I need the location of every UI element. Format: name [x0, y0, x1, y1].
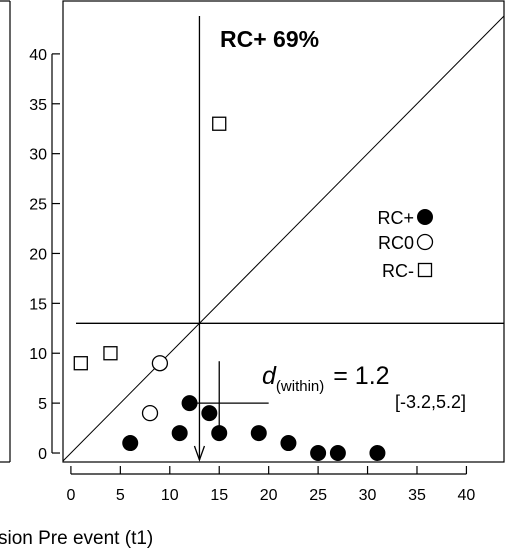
data-point-rcplus [369, 445, 386, 462]
effect-size-d-symbol: d [262, 362, 277, 390]
y-tick-label: 15 [29, 296, 47, 313]
x-tick-label: 35 [408, 487, 426, 504]
y-tick-label: 40 [29, 47, 47, 64]
chart-title: RC+ 69% [220, 26, 319, 52]
data-point-rcplus [329, 445, 346, 462]
legend-marker [417, 209, 433, 225]
y-tick-label: 35 [29, 97, 47, 114]
x-tick-label: 40 [458, 487, 476, 504]
legend-label: RC+ [377, 208, 414, 228]
legend-label: RC- [382, 261, 414, 281]
data-point-rcplus [122, 435, 139, 452]
y-tick-label: 0 [38, 446, 47, 463]
plot-frame [62, 0, 505, 463]
legend-label: RC0 [378, 233, 414, 253]
data-point-rc0 [141, 404, 159, 422]
effect-size-value: = 1.2 [333, 362, 389, 390]
x-tick-label: 5 [116, 487, 125, 504]
y-tick-label: 30 [29, 147, 47, 164]
data-points [73, 116, 386, 462]
data-point-rcplus [250, 425, 267, 442]
x-tick-label: 25 [309, 487, 327, 504]
data-point-rcplus [181, 395, 198, 412]
data-point-rcminus [103, 346, 118, 361]
identity-diagonal-line [62, 15, 505, 462]
x-tick-label: 15 [210, 487, 228, 504]
data-point-rcplus [280, 435, 297, 452]
x-tick-label: 10 [161, 487, 179, 504]
y-tick-label: 25 [29, 197, 47, 214]
effect-size-label: d(within) = 1.2 [262, 362, 390, 395]
x-tick-label: 0 [66, 487, 75, 504]
x-axis-label: sion Pre event (t1) [0, 528, 153, 549]
y-tick-label: 10 [29, 346, 47, 363]
data-point-rcplus [201, 405, 218, 422]
data-point-rc0 [151, 355, 169, 372]
data-point-rcplus [211, 425, 228, 442]
legend-marker [416, 233, 434, 251]
y-tick-label: 20 [29, 246, 47, 263]
y-axis: 0 5 10 15 20 25 30 35 40 [29, 47, 60, 463]
down-arrow-head [193, 445, 206, 462]
effect-size-subscript: (within) [276, 378, 324, 395]
x-tick-label: 20 [260, 487, 278, 504]
data-point-rcplus [310, 445, 327, 462]
data-point-rcminus [73, 356, 88, 371]
data-point-rcplus [171, 425, 188, 442]
data-point-rcminus [212, 116, 227, 131]
legend-marker [417, 262, 433, 278]
y-tick-label: 5 [38, 396, 47, 413]
legend: RC+ RC0 RC- [377, 208, 434, 281]
effect-size-ci: [-3.2,5.2] [395, 392, 466, 412]
x-axis: 0 5 10 15 20 25 30 35 40 [66, 466, 475, 504]
x-tick-label: 30 [359, 487, 377, 504]
